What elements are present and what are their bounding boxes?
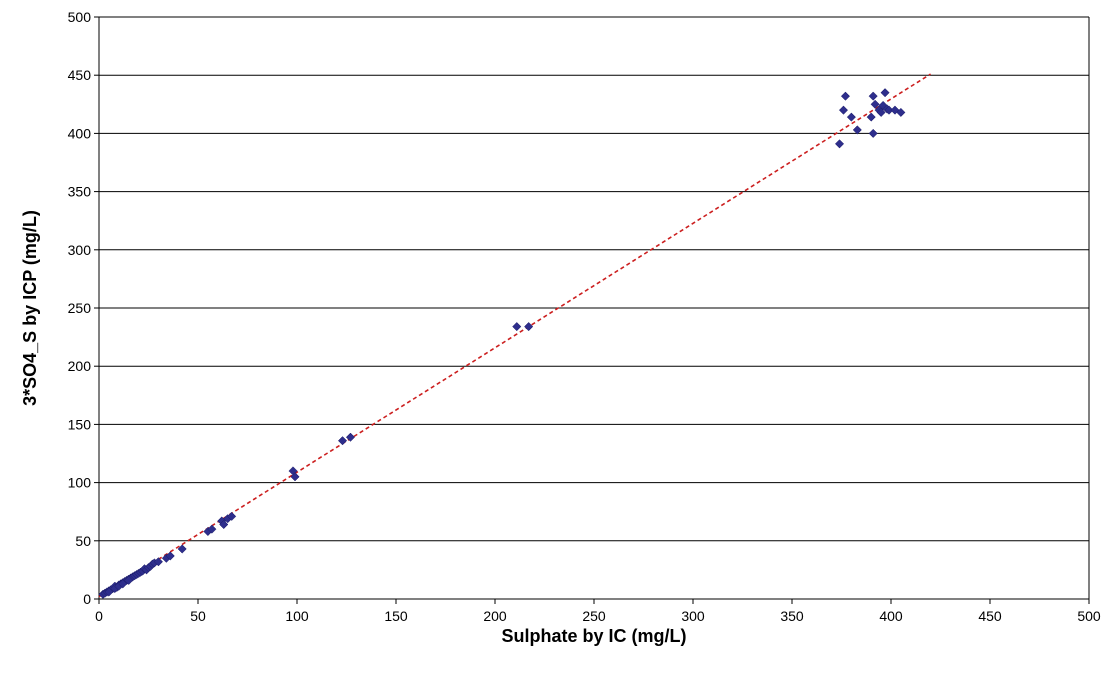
y-tick-label-250: 250 bbox=[68, 300, 92, 316]
x-tick-labels: 0 50 100 150 200 250 300 350 400 450 500 bbox=[95, 608, 1101, 624]
y-tick-labels: 0 50 100 150 200 250 300 350 400 450 500 bbox=[68, 9, 92, 607]
data-point bbox=[345, 432, 356, 442]
data-point bbox=[290, 472, 300, 482]
x-tick-label-250: 250 bbox=[582, 608, 606, 624]
x-tick-label-350: 350 bbox=[780, 608, 804, 624]
data-point bbox=[878, 100, 888, 111]
data-point bbox=[840, 91, 851, 101]
trendline-group bbox=[98, 73, 932, 598]
data-point bbox=[846, 112, 856, 122]
trendline bbox=[98, 73, 932, 598]
data-point bbox=[124, 575, 134, 585]
data-point bbox=[177, 544, 187, 554]
x-tick-label-400: 400 bbox=[879, 608, 903, 624]
y-tick-label-0: 0 bbox=[83, 591, 91, 607]
data-point bbox=[868, 128, 878, 138]
data-point bbox=[118, 579, 128, 589]
x-tick-label-0: 0 bbox=[95, 608, 103, 624]
data-point bbox=[852, 125, 862, 135]
data-point bbox=[165, 551, 175, 561]
data-point bbox=[870, 99, 880, 109]
x-tick-label-100: 100 bbox=[285, 608, 309, 624]
gridlines bbox=[99, 16, 1089, 542]
data-point bbox=[512, 322, 522, 332]
data-point bbox=[868, 91, 878, 101]
data-point bbox=[227, 511, 237, 521]
y-tick-label-200: 200 bbox=[68, 358, 92, 374]
y-tick-label-500: 500 bbox=[68, 9, 92, 25]
y-tick-label-100: 100 bbox=[68, 475, 92, 491]
data-point bbox=[104, 587, 114, 597]
x-tick-label-200: 200 bbox=[483, 608, 507, 624]
data-point bbox=[153, 557, 163, 567]
y-tick-label-300: 300 bbox=[68, 242, 92, 258]
y-tick-label-150: 150 bbox=[68, 416, 92, 432]
data-point bbox=[524, 322, 534, 332]
x-axis-label: Sulphate by IC (mg/L) bbox=[501, 626, 686, 646]
data-point bbox=[876, 107, 886, 118]
data-point bbox=[834, 139, 845, 149]
data-point bbox=[880, 88, 890, 98]
x-tick-label-300: 300 bbox=[681, 608, 705, 624]
y-tick-label-400: 400 bbox=[68, 125, 92, 141]
axes bbox=[94, 16, 1090, 604]
y-tick-label-50: 50 bbox=[75, 533, 91, 549]
data-point bbox=[337, 436, 348, 446]
data-points bbox=[98, 88, 906, 599]
data-point bbox=[207, 524, 217, 534]
y-tick-label-450: 450 bbox=[68, 67, 92, 83]
data-point bbox=[866, 112, 876, 122]
y-axis-label: 3*SO4_S by ICP (mg/L) bbox=[20, 210, 40, 406]
x-tick-label-500: 500 bbox=[1077, 608, 1101, 624]
data-point bbox=[219, 519, 229, 530]
data-point bbox=[838, 105, 849, 115]
x-tick-label-50: 50 bbox=[190, 608, 206, 624]
y-tick-label-350: 350 bbox=[68, 184, 92, 200]
x-tick-label-150: 150 bbox=[384, 608, 408, 624]
x-tick-label-450: 450 bbox=[978, 608, 1002, 624]
data-point bbox=[896, 107, 906, 118]
